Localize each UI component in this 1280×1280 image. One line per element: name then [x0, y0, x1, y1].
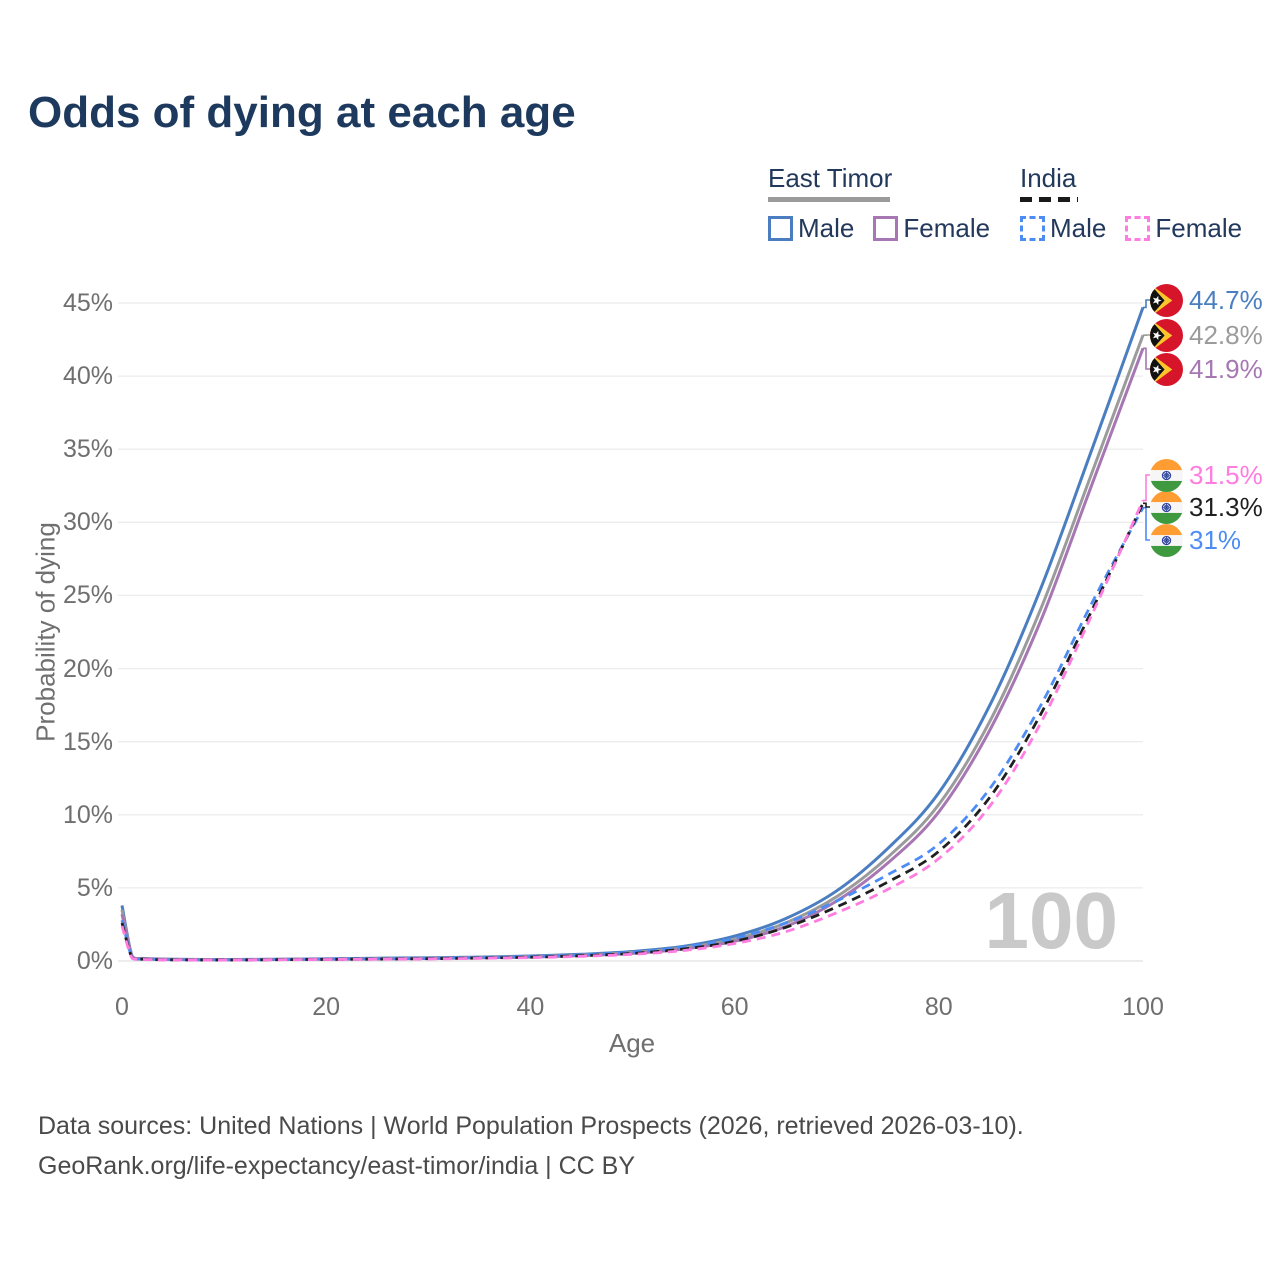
x-tick-label: 100 [1122, 993, 1164, 1021]
y-tick-label: 45% [62, 289, 113, 317]
legend-item-east-timor-male[interactable]: Male [768, 213, 854, 244]
y-tick-label: 10% [62, 800, 113, 829]
east-timor-flag-icon [1150, 352, 1183, 386]
end-label-value: 42.8% [1189, 319, 1263, 350]
x-tick-label: 0 [115, 993, 129, 1021]
end-label-connector [1143, 299, 1150, 309]
legend-item-label: Female [903, 213, 991, 243]
legend-item-east-timor-female[interactable]: Female [873, 213, 990, 244]
end-label-east-timor-male: 44.7% [1150, 283, 1263, 317]
legend-group-india: India Male Female [1020, 163, 1242, 244]
end-label-connector [1143, 474, 1150, 502]
x-axis-title: Age [608, 1028, 656, 1058]
line-east-timor-female [120, 347, 1145, 962]
x-tick-label: 80 [924, 993, 953, 1021]
age-counter-watermark: 100 [985, 876, 1118, 965]
y-tick-label: 30% [62, 508, 113, 537]
end-label-value: 41.9% [1189, 353, 1263, 384]
x-tick-label: 40 [516, 993, 545, 1021]
end-label-east-timor-female: 41.9% [1150, 352, 1263, 386]
end-label-india-both: 31.3% [1150, 490, 1263, 524]
end-label-east-timor-both: 42.8% [1150, 318, 1263, 352]
legend-group-title-east-timor: East Timor [768, 163, 893, 193]
india-flag-icon [1150, 523, 1183, 557]
india-female-swatch [1125, 216, 1151, 241]
end-label-value: 44.7% [1189, 284, 1263, 315]
end-label-connector [1143, 347, 1150, 370]
india-dashed-line-key [1020, 197, 1078, 202]
x-tick-label: 60 [720, 993, 749, 1021]
india-male-swatch [1020, 216, 1045, 241]
end-label-value: 31.5% [1189, 459, 1263, 490]
y-tick-label: 15% [62, 727, 113, 756]
y-tick-label: 35% [62, 435, 113, 464]
legend-items-east-timor: Male Female [768, 213, 990, 244]
end-label-connector [1143, 502, 1150, 508]
east-timor-solid-line-key [768, 197, 890, 202]
legend-group-east-timor: East Timor Male Female [768, 163, 990, 244]
x-tick-label: 20 [312, 993, 341, 1021]
legend-item-india-male[interactable]: Male [1020, 213, 1106, 244]
legend-group-title-india: India [1020, 163, 1077, 193]
y-tick-label: 40% [62, 362, 113, 391]
y-tick-label: 25% [62, 581, 113, 610]
footer-attribution: GeoRank.org/life-expectancy/east-timor/i… [38, 1152, 636, 1180]
east-timor-flag-icon [1150, 283, 1183, 317]
end-label-india-female: 31.5% [1150, 458, 1263, 492]
line-india-female [120, 499, 1145, 962]
y-tick-label: 5% [76, 873, 113, 902]
east-timor-flag-icon [1150, 318, 1183, 352]
line-east-timor-both [120, 334, 1145, 962]
y-tick-label: 20% [62, 654, 113, 683]
footer: Data sources: United Nations | World Pop… [38, 1106, 1024, 1186]
end-label-india-male: 31% [1150, 523, 1241, 557]
india-flag-icon [1150, 490, 1183, 524]
chart-title: Odds of dying at each age [28, 88, 576, 137]
y-tick-label: 0% [76, 947, 113, 975]
legend-items-india: Male Female [1020, 213, 1242, 244]
end-label-value: 31% [1189, 524, 1242, 555]
end-label-connector [1143, 506, 1150, 541]
legend-item-label: Female [1155, 213, 1243, 243]
line-east-timor-male [120, 306, 1145, 962]
legend-item-label: Male [798, 213, 855, 243]
east-timor-female-swatch [873, 216, 899, 241]
footer-data-sources: Data sources: United Nations | World Pop… [38, 1112, 1024, 1140]
end-label-value: 31.3% [1189, 491, 1263, 522]
india-flag-icon [1150, 458, 1183, 492]
east-timor-male-swatch [768, 216, 793, 241]
legend-item-label: Male [1050, 213, 1107, 243]
legend-item-india-female[interactable]: Female [1125, 213, 1242, 244]
